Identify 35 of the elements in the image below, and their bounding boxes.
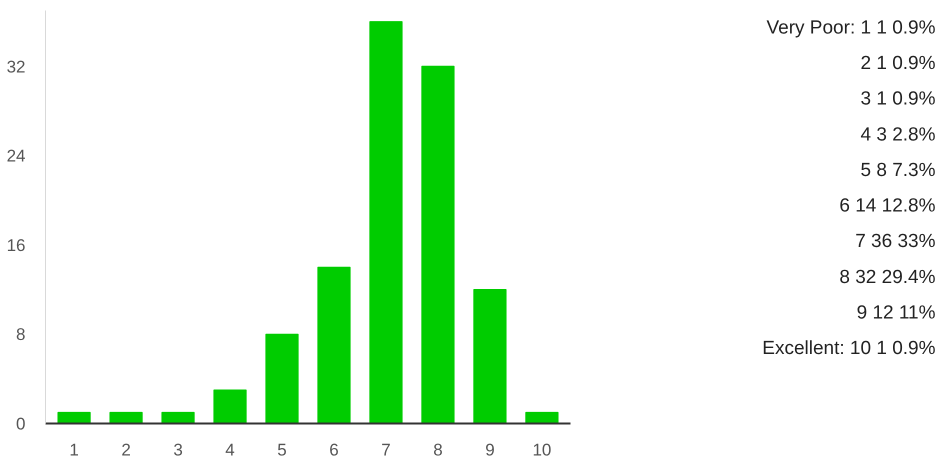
text: 2 1 0.9% [860,53,936,74]
text: 9 12 11% [856,302,936,324]
bar [421,66,455,424]
bar [161,412,195,424]
text: 5 8 7.3% [860,160,936,181]
y-tick-label: 0 [16,414,26,434]
bar [369,21,403,424]
x-tick-label: 2 [121,440,131,460]
bar [473,289,507,424]
x-tick-label: 10 [532,440,552,460]
x-tick-label: 1 [69,440,79,460]
bar [317,266,351,424]
text: 6 14 12.8% [839,196,936,217]
y-tick-label: 24 [6,146,26,166]
y-tick-label: 32 [6,57,26,76]
text: 8 32 29.4% [839,266,936,288]
bar [109,412,143,424]
x-tick-label: 6 [329,440,339,460]
y-tick-label: 8 [16,325,26,344]
x-tick-label: 8 [433,440,443,460]
bar [265,334,299,424]
text: Excellent: 10 1 0.9% [762,338,936,360]
x-tick-label: 3 [173,440,183,460]
x-tick-label: 9 [485,440,495,460]
text: 4 3 2.8% [860,124,936,146]
bar [525,412,559,424]
x-tick-label: 5 [277,440,287,460]
bar [213,390,247,424]
text: 7 36 33% [855,231,936,252]
x-tick-label: 4 [225,440,235,460]
y-tick-label: 16 [6,236,26,255]
x-tick-label: 7 [381,440,391,460]
text: 3 1 0.9% [860,88,936,110]
text: Very Poor: 1 1 0.9% [766,17,936,38]
bar [57,412,91,424]
